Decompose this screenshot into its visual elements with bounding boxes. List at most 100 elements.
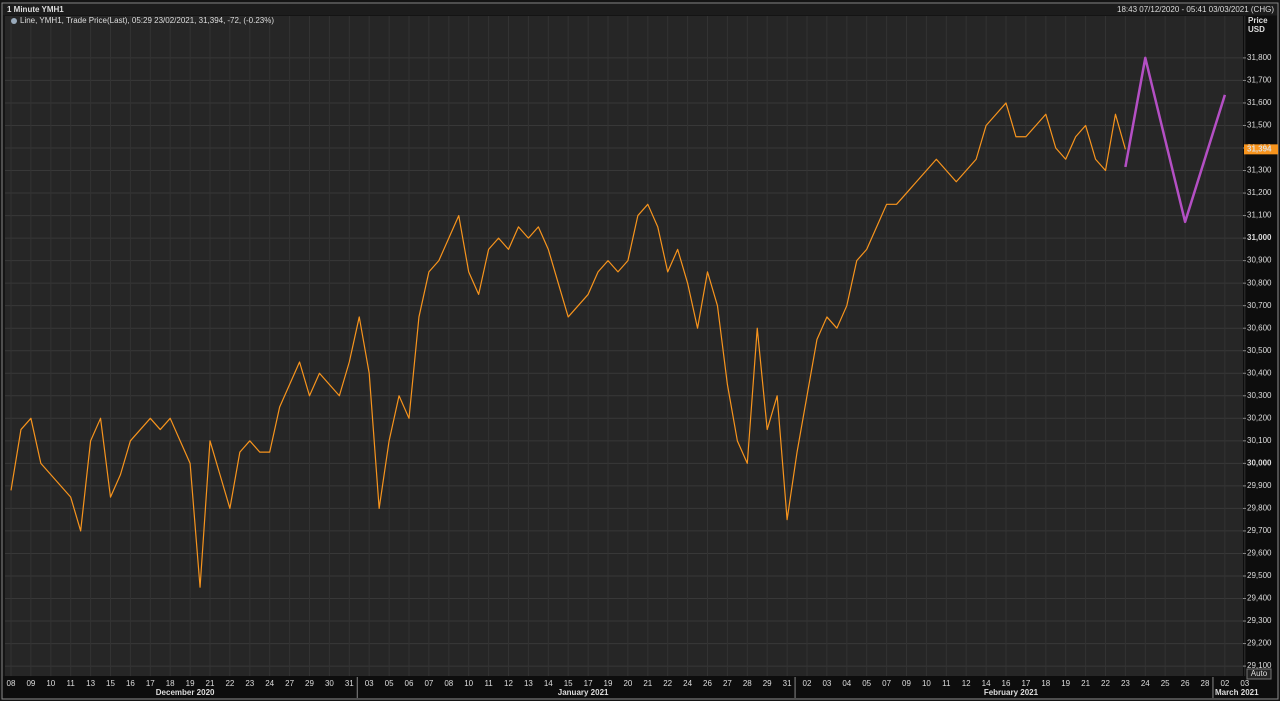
y-tick-label: 31,000 bbox=[1247, 233, 1272, 242]
scale-mode-button[interactable] bbox=[1246, 668, 1272, 680]
x-tick-label: 10 bbox=[46, 679, 55, 688]
x-tick-label: 21 bbox=[1081, 679, 1090, 688]
y-tick-label: 31,200 bbox=[1247, 188, 1272, 197]
x-tick-label: 13 bbox=[524, 679, 533, 688]
x-tick-label: 21 bbox=[206, 679, 215, 688]
x-tick-label: 24 bbox=[1141, 679, 1150, 688]
x-tick-label: 26 bbox=[1181, 679, 1190, 688]
legend-change: -72, (-0.23%) bbox=[227, 16, 274, 25]
x-tick-label: 03 bbox=[365, 679, 374, 688]
x-tick-label: 24 bbox=[265, 679, 274, 688]
time-range: 18:43 07/12/2020 - 05:41 03/03/2021 (CHG… bbox=[1117, 5, 1274, 14]
x-tick-label: 10 bbox=[464, 679, 473, 688]
x-tick-label: 11 bbox=[67, 679, 76, 688]
x-tick-label: 28 bbox=[743, 679, 752, 688]
x-tick-label: 18 bbox=[1041, 679, 1050, 688]
x-axis-area bbox=[3, 676, 1277, 698]
x-tick-label: 05 bbox=[862, 679, 871, 688]
x-tick-label: 10 bbox=[922, 679, 931, 688]
x-tick-label: 07 bbox=[882, 679, 891, 688]
scale-mode[interactable]: Auto bbox=[1251, 669, 1268, 678]
x-tick-label: 11 bbox=[942, 679, 951, 688]
price-line bbox=[1124, 56, 1227, 224]
x-tick-label: 18 bbox=[166, 679, 175, 688]
x-tick-label: 25 bbox=[1161, 679, 1170, 688]
x-tick-label: 27 bbox=[723, 679, 732, 688]
y-tick-label: 30,700 bbox=[1247, 301, 1272, 310]
price-line bbox=[10, 102, 1126, 588]
y-tick-label: 30,100 bbox=[1247, 436, 1272, 445]
y-tick-label: 30,500 bbox=[1247, 346, 1272, 355]
x-tick-label: 19 bbox=[186, 679, 195, 688]
x-tick-label: 11 bbox=[484, 679, 493, 688]
y-axis-area bbox=[1243, 16, 1277, 676]
x-tick-label: 02 bbox=[803, 679, 812, 688]
x-tick-label: 16 bbox=[126, 679, 135, 688]
y-tick-label: 30,000 bbox=[1247, 458, 1272, 467]
y-tick-label: 30,400 bbox=[1247, 368, 1272, 377]
x-tick-label: 09 bbox=[902, 679, 911, 688]
x-tick-label: 20 bbox=[623, 679, 632, 688]
y-tick-label: 29,600 bbox=[1247, 549, 1272, 558]
y-tick-label: 30,200 bbox=[1247, 413, 1272, 422]
x-tick-label: 31 bbox=[783, 679, 792, 688]
y-tick-label: 30,600 bbox=[1247, 323, 1272, 332]
month-label: March 2021 bbox=[1215, 688, 1259, 697]
x-tick-label: 14 bbox=[544, 679, 553, 688]
x-tick-label: 12 bbox=[504, 679, 513, 688]
x-tick-label: 24 bbox=[683, 679, 692, 688]
y-tick-label: 30,900 bbox=[1247, 256, 1272, 265]
y-tick-label: 29,800 bbox=[1247, 504, 1272, 513]
x-tick-label: 19 bbox=[604, 679, 613, 688]
y-tick-label: 31,700 bbox=[1247, 76, 1272, 85]
x-tick-label: 29 bbox=[305, 679, 314, 688]
axis-title: Price bbox=[1248, 16, 1268, 25]
y-tick-label: 31,100 bbox=[1247, 211, 1272, 220]
x-tick-label: 30 bbox=[325, 679, 334, 688]
x-tick-label: 04 bbox=[842, 679, 851, 688]
x-tick-label: 22 bbox=[1101, 679, 1110, 688]
x-tick-label: 17 bbox=[1021, 679, 1030, 688]
x-tick-label: 17 bbox=[584, 679, 593, 688]
window-title: 1 Minute YMH1 bbox=[7, 5, 64, 14]
y-tick-label: 29,100 bbox=[1247, 661, 1272, 670]
month-label: February 2021 bbox=[984, 688, 1039, 697]
x-tick-label: 23 bbox=[245, 679, 254, 688]
x-tick-label: 26 bbox=[703, 679, 712, 688]
x-tick-label: 29 bbox=[763, 679, 772, 688]
legend-icon bbox=[11, 18, 17, 24]
y-tick-label: 29,500 bbox=[1247, 571, 1272, 580]
x-tick-label: 22 bbox=[663, 679, 672, 688]
current-price-box bbox=[1244, 144, 1278, 155]
y-tick-label: 30,800 bbox=[1247, 278, 1272, 287]
current-price-label: 31,394 bbox=[1247, 144, 1272, 153]
month-label: December 2020 bbox=[156, 688, 215, 697]
legend-info: , 05:29 23/02/2021, 31,394, bbox=[127, 16, 225, 25]
y-tick-label: 31,300 bbox=[1247, 166, 1272, 175]
y-tick-label: 31,600 bbox=[1247, 98, 1272, 107]
x-tick-label: 07 bbox=[424, 679, 433, 688]
y-tick-label: 29,300 bbox=[1247, 616, 1272, 625]
x-tick-label: 13 bbox=[86, 679, 95, 688]
x-tick-label: 14 bbox=[982, 679, 991, 688]
y-tick-label: 29,900 bbox=[1247, 481, 1272, 490]
y-tick-label: 30,300 bbox=[1247, 391, 1272, 400]
x-tick-label: 22 bbox=[225, 679, 234, 688]
x-tick-label: 02 bbox=[1220, 679, 1229, 688]
month-label: January 2021 bbox=[558, 688, 609, 697]
title-bar bbox=[3, 4, 1277, 15]
x-tick-label: 21 bbox=[643, 679, 652, 688]
x-tick-label: 31 bbox=[345, 679, 354, 688]
x-tick-label: 27 bbox=[285, 679, 294, 688]
x-tick-label: 09 bbox=[26, 679, 35, 688]
x-tick-label: 08 bbox=[444, 679, 453, 688]
x-tick-label: 08 bbox=[7, 679, 16, 688]
axis-unit: USD bbox=[1248, 25, 1265, 34]
x-tick-label: 16 bbox=[1002, 679, 1011, 688]
x-tick-label: 15 bbox=[564, 679, 573, 688]
y-tick-label: 29,200 bbox=[1247, 639, 1272, 648]
x-tick-label: 19 bbox=[1061, 679, 1070, 688]
y-tick-label: 31,800 bbox=[1247, 53, 1272, 62]
